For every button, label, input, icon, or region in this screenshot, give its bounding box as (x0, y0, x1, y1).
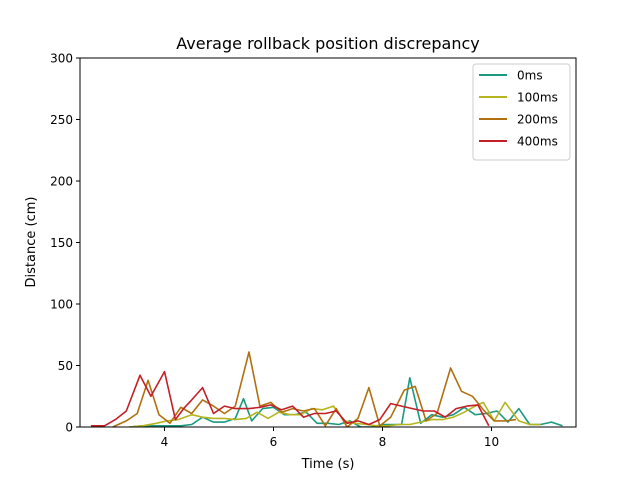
y-tick-label: 300 (50, 52, 73, 66)
series-line-0ms (129, 376, 563, 427)
legend-label-100ms: 100ms (517, 91, 558, 105)
y-axis: 0 50 100 150 200 250 300 (50, 52, 80, 435)
x-tick-label: 6 (270, 435, 278, 449)
legend-box (472, 63, 571, 161)
y-tick-label: 250 (50, 113, 73, 127)
x-axis: 4 6 8 10 (161, 427, 499, 449)
y-tick-label: 100 (50, 298, 73, 312)
x-axis-label: Time (s) (301, 457, 355, 472)
legend-label-0ms: 0ms (517, 69, 543, 83)
x-tick-label: 8 (379, 435, 387, 449)
x-tick-label: 4 (161, 435, 169, 449)
legend-label-400ms: 400ms (517, 135, 558, 149)
series-line-400ms (90, 370, 490, 427)
series-line-200ms (112, 351, 517, 427)
y-tick-label: 200 (50, 175, 73, 189)
series-layer (90, 351, 563, 427)
y-tick-label: 150 (50, 236, 73, 250)
x-tick-label: 10 (484, 435, 499, 449)
y-tick-label: 50 (58, 359, 73, 373)
y-axis-label: Distance (cm) (24, 197, 39, 288)
legend-label-200ms: 200ms (517, 113, 558, 127)
legend: 0ms 100ms 200ms 400ms (472, 63, 571, 161)
y-tick-label: 0 (65, 421, 73, 435)
chart-title: Average rollback position discrepancy (176, 34, 479, 53)
